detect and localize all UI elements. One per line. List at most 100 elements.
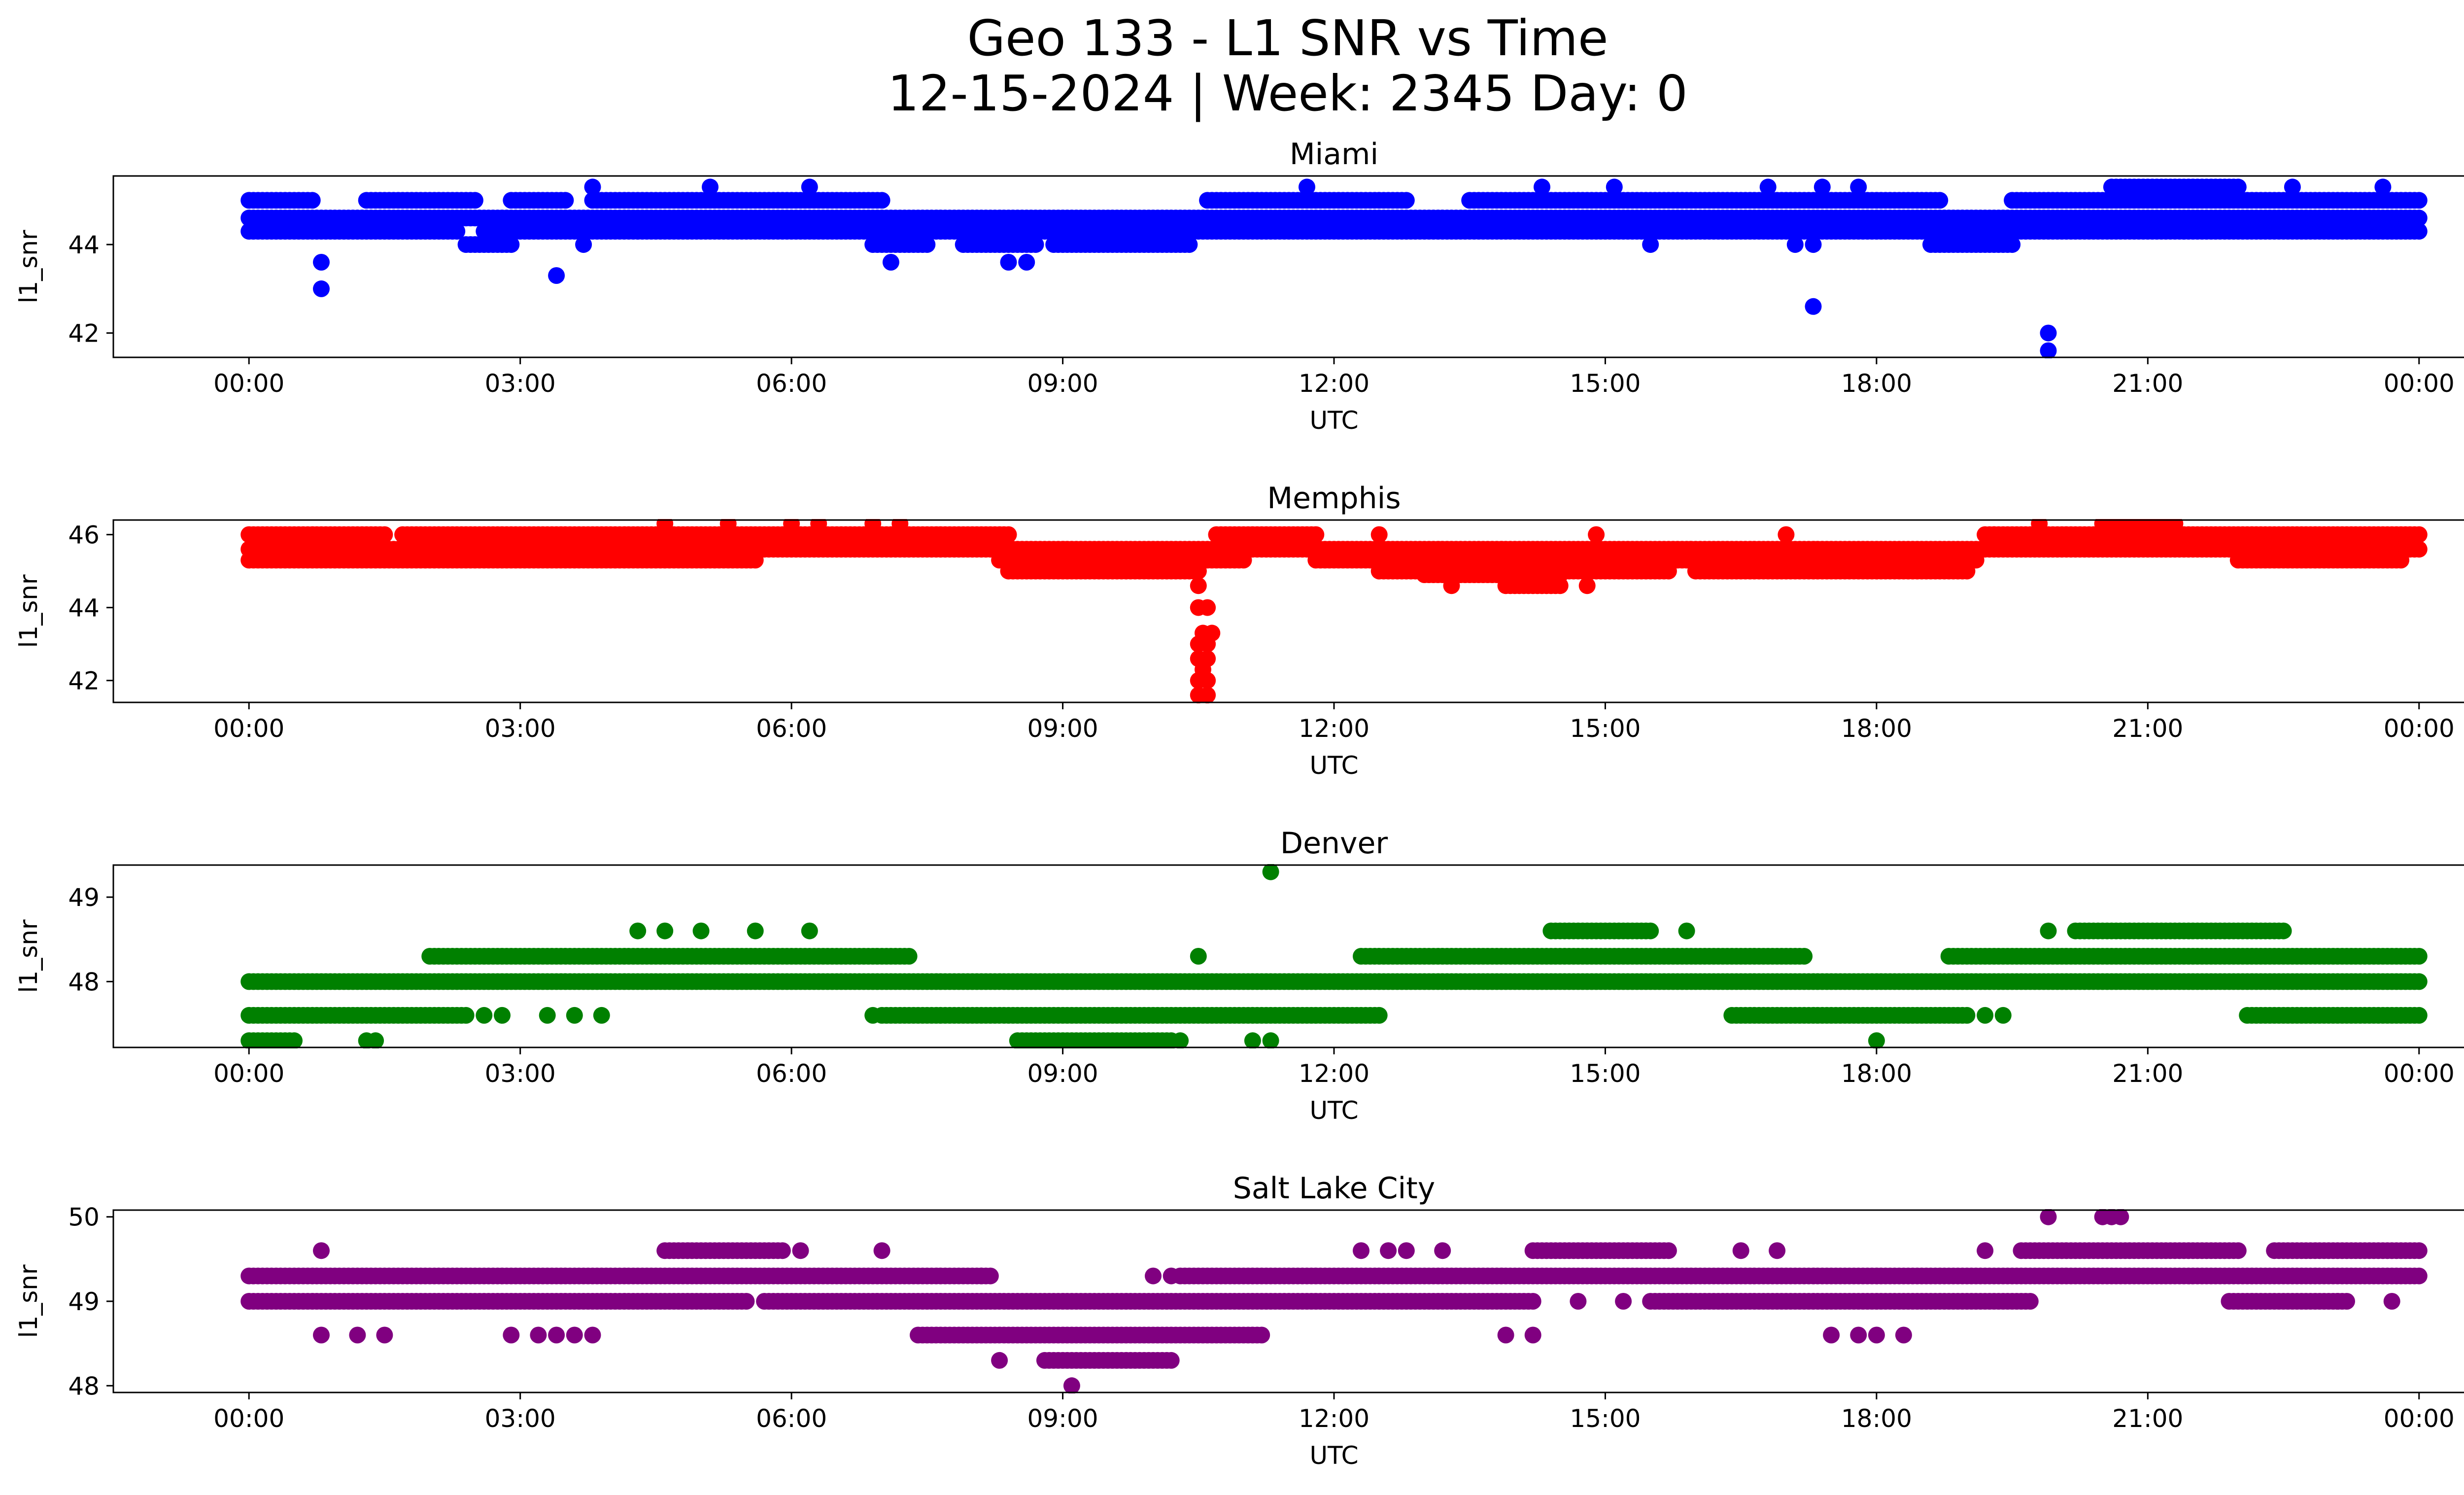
data-point <box>2229 178 2247 196</box>
x-tick-label: 18:00 <box>1841 714 1912 743</box>
data-point <box>2166 519 2184 532</box>
x-tick-label: 21:00 <box>2112 369 2183 398</box>
data-point <box>692 922 710 939</box>
data-point <box>1759 178 1777 196</box>
data-point <box>719 519 737 532</box>
data-point <box>313 254 330 271</box>
data-point <box>1778 526 1795 543</box>
data-point <box>1190 948 1207 965</box>
x-tick-label: 00:00 <box>213 714 284 743</box>
data-point <box>801 922 818 939</box>
x-tick-label: 03:00 <box>485 714 556 743</box>
data-point <box>2031 519 2048 532</box>
x-tick-label: 12:00 <box>1299 714 1369 743</box>
data-point <box>2275 922 2292 939</box>
data-point <box>1931 192 1949 209</box>
data-point <box>1994 1007 2012 1024</box>
data-point <box>864 519 882 532</box>
data-point <box>593 1007 610 1024</box>
x-tick-label: 12:00 <box>1299 369 1369 398</box>
x-tick-label: 12:00 <box>1299 1059 1369 1088</box>
data-point <box>466 192 483 209</box>
data-point <box>747 922 764 939</box>
data-point <box>1958 1007 1976 1024</box>
x-tick-label: 00:00 <box>2384 714 2455 743</box>
data-point <box>448 223 466 240</box>
data-point <box>1786 236 1804 253</box>
data-point <box>584 178 601 196</box>
data-point <box>2410 526 2428 543</box>
data-point <box>919 236 936 253</box>
data-point <box>1018 254 1035 271</box>
subplot-1: 00:00 03:00 06:00 09:00 12:00 15:00 18:00 21:00… <box>14 137 2464 435</box>
x-tick-label: 15:00 <box>1570 369 1641 398</box>
figure-title-line-1: Geo 133 - L1 SNR vs Time <box>967 9 1608 67</box>
data-point <box>2040 342 2057 358</box>
data-point <box>702 178 719 196</box>
data-point <box>548 267 565 284</box>
data-point <box>1796 948 1813 965</box>
data-point <box>1551 577 1569 594</box>
data-points <box>240 519 2428 703</box>
data-point <box>1199 599 1216 616</box>
data-point <box>367 1032 384 1048</box>
x-tick-label: 00:00 <box>2384 369 2455 398</box>
x-tick-label: 06:00 <box>756 714 827 743</box>
data-point <box>1000 526 1017 543</box>
x-axis-label: UTC <box>1309 1096 1358 1125</box>
y-axis-label: l1_snr <box>14 919 43 993</box>
data-point <box>539 1007 556 1024</box>
data-point <box>376 526 393 543</box>
data-point <box>2410 192 2428 209</box>
data-point <box>629 922 647 939</box>
data-point <box>557 192 574 209</box>
data-point <box>1199 672 1216 689</box>
data-point <box>1850 178 1867 196</box>
y-tick-label: 46 <box>68 521 100 550</box>
data-point <box>1977 1007 1994 1024</box>
data-point <box>304 192 321 209</box>
data-point <box>783 519 800 532</box>
data-point <box>1235 552 1252 569</box>
data-point <box>1524 1293 1541 1310</box>
data-point <box>1805 236 1822 253</box>
x-tick-label: 00:00 <box>2384 1059 2455 1088</box>
data-point <box>1642 236 1659 253</box>
data-point <box>891 519 909 532</box>
data-point <box>1660 562 1677 580</box>
data-point <box>1370 1007 1388 1024</box>
data-point <box>503 236 520 253</box>
y-tick-label: 44 <box>68 594 100 623</box>
x-tick-label: 00:00 <box>213 1059 284 1088</box>
data-point <box>457 1007 475 1024</box>
data-point <box>286 1032 303 1048</box>
data-point <box>747 552 764 569</box>
data-point <box>566 1007 583 1024</box>
x-tick-label: 21:00 <box>2112 1059 2183 1088</box>
data-point <box>2374 178 2392 196</box>
x-tick-label: 09:00 <box>1027 714 1098 743</box>
y-tick-label: 42 <box>68 667 100 695</box>
data-point <box>494 1007 511 1024</box>
data-point <box>864 1007 882 1024</box>
data-point <box>2393 552 2410 569</box>
data-point <box>2040 922 2057 939</box>
data-point <box>1398 192 1415 209</box>
subplot-title: Miami <box>1290 137 1378 172</box>
data-point <box>1534 178 1550 196</box>
data-point <box>2410 541 2428 558</box>
data-point <box>476 1007 493 1024</box>
data-point <box>2410 973 2428 990</box>
data-point <box>1805 298 1822 315</box>
x-tick-label: 18:00 <box>1841 369 1912 398</box>
x-tick-label: 09:00 <box>1027 369 1098 398</box>
y-axis-label: l1_snr <box>14 574 43 648</box>
data-point <box>1370 526 1388 543</box>
x-tick-label: 00:00 <box>213 369 284 398</box>
data-point <box>2410 1007 2428 1024</box>
x-tick-label: 09:00 <box>1027 1059 1098 1088</box>
data-point <box>2021 1293 2039 1310</box>
data-point <box>2175 223 2192 240</box>
data-point <box>1262 864 1279 880</box>
data-points <box>240 864 2428 1048</box>
